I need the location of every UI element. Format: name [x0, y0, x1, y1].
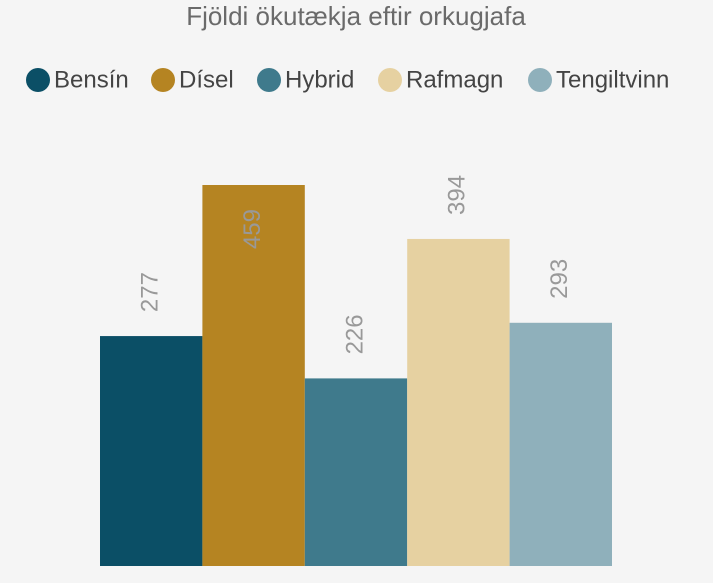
legend-marker: [528, 68, 552, 92]
value-label: 459: [239, 209, 266, 249]
value-label: 277: [137, 272, 164, 312]
bar: [100, 336, 203, 566]
bar: [304, 378, 408, 566]
value-label: 226: [341, 314, 368, 354]
legend-text: Rafmagn: [406, 66, 503, 93]
value-label: 293: [546, 259, 573, 299]
legend-text: Bensín: [54, 66, 129, 93]
legend-marker: [257, 68, 281, 92]
legend-text: Hybrid: [285, 66, 354, 93]
legend-text: Tengiltvinn: [556, 66, 669, 93]
legend-text: Dísel: [179, 66, 234, 93]
legend-marker: [151, 68, 175, 92]
legend-marker: [26, 68, 50, 92]
legend-marker: [378, 68, 402, 92]
chart-title: Fjöldi ökutækja eftir orkugjafa: [186, 1, 526, 31]
bar: [202, 185, 305, 566]
bar: [509, 322, 612, 566]
bar: [407, 238, 510, 566]
value-label: 394: [444, 175, 471, 215]
